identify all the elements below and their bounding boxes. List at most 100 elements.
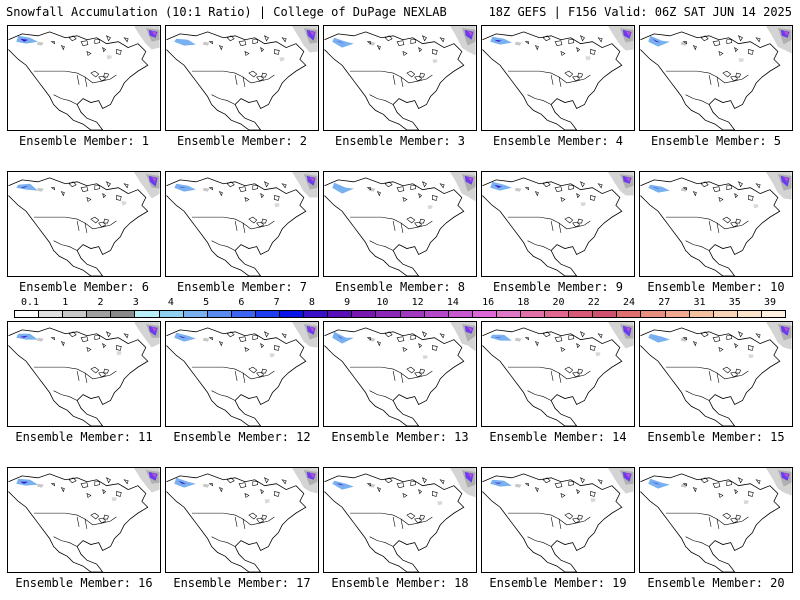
colorbar-swatch (207, 311, 232, 317)
colorbar-swatch (352, 311, 377, 317)
colorbar-swatch (231, 311, 256, 317)
colorbar-tick-label: 31 (693, 297, 706, 308)
ensemble-member-map (481, 467, 635, 573)
north-america-map (8, 172, 160, 276)
ensemble-member-map (7, 171, 161, 277)
colorbar-swatch (280, 311, 305, 317)
colorbar-swatch (472, 311, 497, 317)
colorbar-tick-label: 1 (62, 297, 69, 308)
colorbar-swatch (39, 311, 64, 317)
ensemble-member-label: Ensemble Member: 3 (334, 134, 466, 148)
colorbar-labels: 0.1 1 2 3 4 5 6 7 8 9 10 12 14 16 18 20 22 24 27 31 35 39 (14, 297, 786, 310)
colorbar-swatch (617, 311, 642, 317)
north-america-map (324, 468, 476, 572)
north-america-map (482, 322, 634, 426)
north-america-map (324, 26, 476, 130)
ensemble-member-map (639, 171, 793, 277)
north-america-map (166, 26, 318, 130)
ensemble-member-label: Ensemble Member: 15 (647, 430, 785, 444)
colorbar-tick-label: 18 (517, 297, 530, 308)
colorbar-tick-label: 20 (552, 297, 565, 308)
colorbar-tick-label: 12 (411, 297, 424, 308)
colorbar-swatch (713, 311, 738, 317)
ensemble-member-label: Ensemble Member: 6 (18, 280, 150, 294)
ensemble-member-label: Ensemble Member: 7 (176, 280, 308, 294)
north-america-map (8, 26, 160, 130)
ensemble-member-map (323, 25, 477, 131)
ensemble-member-label: Ensemble Member: 18 (331, 576, 469, 590)
colorbar-tick-label: 6 (238, 297, 245, 308)
ensemble-member-label: Ensemble Member: 16 (15, 576, 153, 590)
colorbar-swatch (400, 311, 425, 317)
north-america-map (640, 26, 792, 130)
colorbar-swatch (569, 311, 594, 317)
colorbar-tick-label: 3 (132, 297, 139, 308)
ensemble-member-map (165, 467, 319, 573)
north-america-map (324, 172, 476, 276)
ensemble-member-map (165, 25, 319, 131)
north-america-map (640, 468, 792, 572)
ensemble-member-label: Ensemble Member: 1 (18, 134, 150, 148)
ensemble-member-label: Ensemble Member: 4 (492, 134, 624, 148)
ensemble-member-map (481, 25, 635, 131)
colorbar-swatch (448, 311, 473, 317)
colorbar-tick-label: 10 (376, 297, 389, 308)
snowfall-colorbar (14, 310, 786, 318)
ensemble-member-map (165, 321, 319, 427)
colorbar-swatch (183, 311, 208, 317)
colorbar-tick-label: 14 (446, 297, 459, 308)
north-america-map (640, 322, 792, 426)
colorbar-swatch (496, 311, 521, 317)
north-america-map (8, 322, 160, 426)
ensemble-member-map (7, 467, 161, 573)
ensemble-member-label: Ensemble Member: 14 (489, 430, 627, 444)
north-america-map (8, 468, 160, 572)
ensemble-member-label: Ensemble Member: 5 (650, 134, 782, 148)
colorbar-tick-label: 35 (728, 297, 741, 308)
ensemble-member-label: Ensemble Member: 11 (15, 430, 153, 444)
colorbar-tick-label: 9 (344, 297, 351, 308)
ensemble-member-map (323, 467, 477, 573)
colorbar-swatch (376, 311, 401, 317)
ensemble-member-label: Ensemble Member: 20 (647, 576, 785, 590)
ensemble-member-map (481, 171, 635, 277)
ensemble-member-label: Ensemble Member: 13 (331, 430, 469, 444)
north-america-map (166, 172, 318, 276)
north-america-map (166, 322, 318, 426)
ensemble-member-map (7, 25, 161, 131)
colorbar-swatch (87, 311, 112, 317)
ensemble-member-label: Ensemble Member: 9 (492, 280, 624, 294)
ensemble-member-label: Ensemble Member: 19 (489, 576, 627, 590)
colorbar-swatch (641, 311, 666, 317)
colorbar-swatch (737, 311, 762, 317)
ensemble-member-map (481, 321, 635, 427)
colorbar-swatch (520, 311, 546, 317)
colorbar-swatch (63, 311, 88, 317)
north-america-map (640, 172, 792, 276)
run-valid-time: 18Z GEFS | F156 Valid: 06Z SAT JUN 14 20… (488, 5, 792, 19)
north-america-map (482, 26, 634, 130)
ensemble-member-label: Ensemble Member: 17 (173, 576, 311, 590)
ensemble-member-label: Ensemble Member: 2 (176, 134, 308, 148)
ensemble-member-label: Ensemble Member: 12 (173, 430, 311, 444)
colorbar-tick-label: 22 (587, 297, 600, 308)
colorbar-swatch (15, 311, 40, 317)
colorbar-swatch (761, 311, 785, 317)
ensemble-member-map (7, 321, 161, 427)
colorbar-tick-label: 16 (482, 297, 495, 308)
colorbar-tick-label: 0.1 (20, 297, 40, 308)
map-title: Snowfall Accumulation (10:1 Ratio) | Col… (6, 5, 447, 19)
colorbar-swatch (689, 311, 714, 317)
colorbar-tick-label: 2 (97, 297, 104, 308)
ensemble-member-map (323, 321, 477, 427)
colorbar-swatch (328, 311, 353, 317)
ensemble-member-map (639, 321, 793, 427)
ensemble-member-map (323, 171, 477, 277)
colorbar-swatch (255, 311, 281, 317)
ensemble-member-label: Ensemble Member: 8 (334, 280, 466, 294)
colorbar-swatch (665, 311, 690, 317)
colorbar-swatch (593, 311, 618, 317)
north-america-map (166, 468, 318, 572)
colorbar-tick-label: 8 (308, 297, 315, 308)
colorbar-swatch (159, 311, 184, 317)
